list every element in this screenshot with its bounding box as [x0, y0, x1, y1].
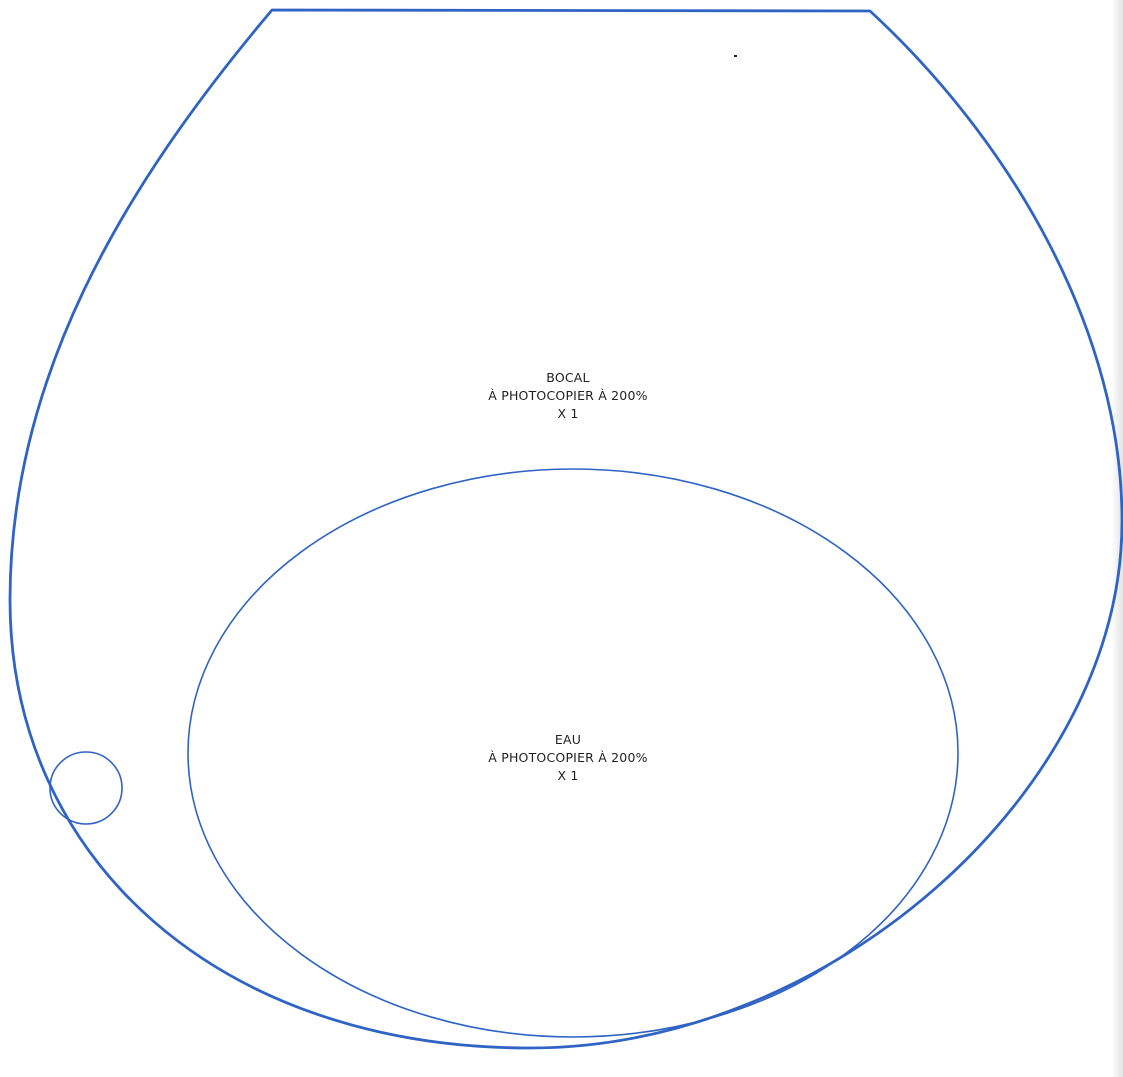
bocal-instruction: À PHOTOCOPIER À 200% — [488, 388, 648, 403]
bocal-title: BOCAL — [546, 370, 590, 385]
eau-quantity: X 1 — [557, 768, 579, 783]
bocal-label: BOCAL À PHOTOCOPIER À 200% X 1 — [408, 369, 728, 423]
speck-mark — [734, 55, 737, 57]
eau-instruction: À PHOTOCOPIER À 200% — [488, 750, 648, 765]
page-edge-shadow — [1111, 0, 1123, 1077]
eau-label: EAU À PHOTOCOPIER À 200% X 1 — [408, 731, 728, 785]
eau-title: EAU — [554, 732, 582, 747]
eau-outline — [187, 468, 959, 1038]
bocal-outline — [8, 8, 1123, 1050]
small-circle — [49, 751, 123, 825]
bocal-quantity: X 1 — [557, 406, 579, 421]
